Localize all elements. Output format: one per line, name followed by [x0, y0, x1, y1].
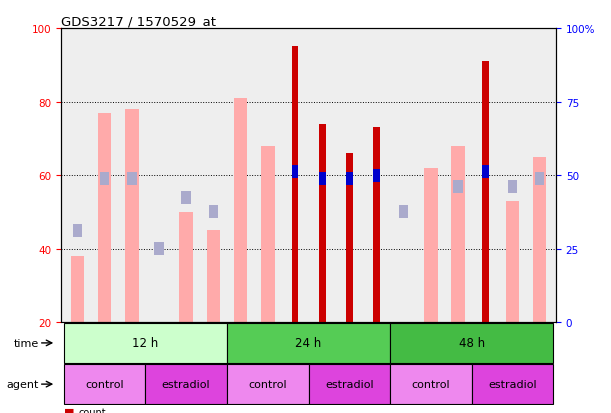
Bar — [125, 110, 139, 323]
Text: control: control — [249, 379, 287, 389]
Bar — [533, 157, 546, 323]
Bar — [346, 154, 353, 323]
Bar — [309, 364, 390, 404]
Bar — [482, 166, 489, 178]
Bar — [180, 212, 193, 323]
Bar — [261, 146, 274, 323]
Bar — [207, 231, 220, 323]
Bar — [472, 364, 554, 404]
Bar — [373, 169, 380, 182]
Text: estradiol: estradiol — [162, 379, 211, 389]
Bar — [452, 146, 465, 323]
Text: ■: ■ — [64, 407, 74, 413]
Text: count: count — [78, 407, 106, 413]
Bar — [73, 224, 82, 237]
Text: 12 h: 12 h — [132, 337, 158, 349]
Bar — [535, 173, 544, 186]
Bar — [319, 124, 326, 323]
Bar — [145, 364, 227, 404]
Text: control: control — [86, 379, 124, 389]
Bar — [64, 364, 145, 404]
Text: estradiol: estradiol — [488, 379, 537, 389]
Bar — [181, 191, 191, 204]
Bar — [424, 169, 437, 323]
Bar — [319, 173, 326, 186]
Bar — [234, 99, 247, 323]
Bar — [291, 47, 298, 323]
Bar — [71, 256, 84, 323]
Bar — [399, 206, 409, 219]
Text: 48 h: 48 h — [459, 337, 485, 349]
Text: estradiol: estradiol — [325, 379, 374, 389]
Text: control: control — [412, 379, 450, 389]
Bar — [508, 180, 518, 193]
Bar — [373, 128, 380, 323]
Bar — [390, 364, 472, 404]
Bar — [127, 173, 137, 186]
Bar — [64, 323, 227, 363]
Text: 24 h: 24 h — [296, 337, 321, 349]
Bar — [390, 323, 554, 363]
Bar — [346, 173, 353, 186]
Bar — [227, 323, 390, 363]
Bar — [227, 364, 309, 404]
Text: time: time — [13, 338, 39, 348]
Bar — [98, 113, 111, 323]
Bar — [154, 243, 164, 256]
Bar — [291, 166, 298, 178]
Text: GDS3217 / 1570529_at: GDS3217 / 1570529_at — [61, 15, 216, 28]
Bar — [482, 62, 489, 323]
Bar — [453, 180, 463, 193]
Bar — [100, 173, 109, 186]
Text: agent: agent — [7, 379, 39, 389]
Bar — [506, 202, 519, 323]
Bar — [208, 206, 218, 219]
